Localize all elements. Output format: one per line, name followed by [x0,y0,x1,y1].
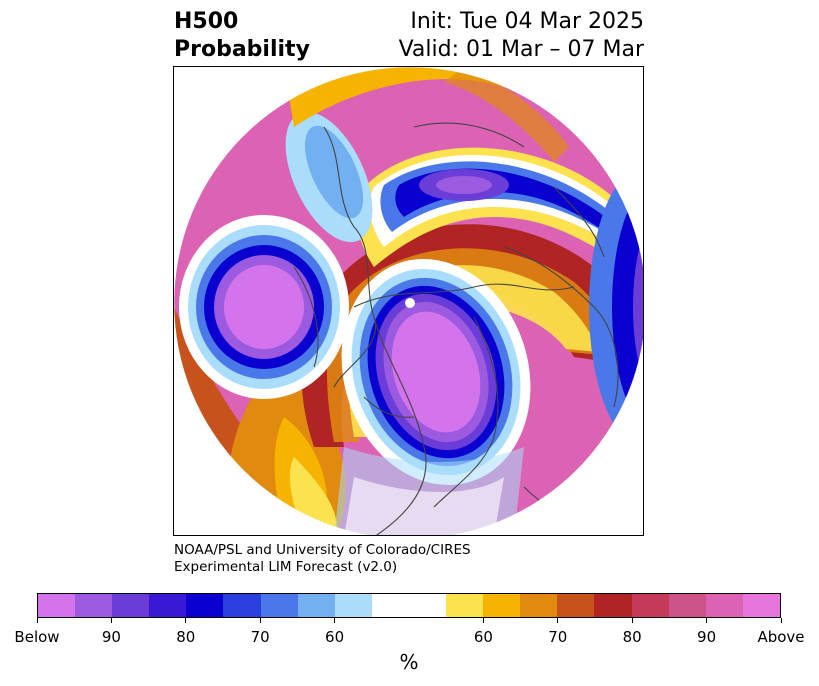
colorbar-swatch [446,594,484,617]
colorbar-tick-label: 70 [250,628,270,646]
colorbar-swatch [631,594,669,617]
colorbar-tick-mark [631,618,633,623]
colorbar-swatch [520,594,558,617]
colorbar-tick-label: 80 [176,628,196,646]
colorbar-unit: % [399,650,419,674]
credit-line-1: NOAA/PSL and University of Colorado/CIRE… [174,542,471,558]
credit: NOAA/PSL and University of Colorado/CIRE… [174,542,471,576]
colorbar-tick-mark [780,618,782,623]
colorbar-tick-label: 60 [473,628,493,646]
colorbar-tick-label: Below [14,628,60,646]
colorbar-tick-mark [185,618,187,623]
colorbar-swatch [297,594,335,617]
title-quantity: Probability [174,37,310,62]
colorbar-swatch [334,594,372,617]
colorbar-tick-mark [482,618,484,623]
colorbar-swatch [705,594,743,617]
valid-range: Valid: 01 Mar – 07 Mar [398,37,644,62]
init-date: Init: Tue 04 Mar 2025 [410,9,644,34]
colorbar-swatch [483,594,521,617]
probability-field [174,67,643,535]
colorbar [37,593,781,618]
colorbar-tick-label: 70 [548,628,568,646]
title-left: H500 Probability [174,8,310,64]
colorbar-tick-label: 90 [697,628,717,646]
colorbar-tick-mark [259,618,261,623]
title-variable: H500 [174,9,239,34]
colorbar-swatch [668,594,706,617]
polar-map [173,66,644,536]
colorbar-swatch [186,594,224,617]
colorbar-swatch [594,594,632,617]
colorbar-swatch [38,594,76,617]
colorbar-tick-mark [36,618,38,623]
colorbar-swatch [557,594,595,617]
colorbar-swatch [149,594,187,617]
colorbar-swatch [260,594,298,617]
colorbar-swatch [112,594,150,617]
colorbar-swatch [371,594,447,617]
colorbar-tick-label: 90 [101,628,121,646]
colorbar-swatch [742,594,780,617]
credit-line-2: Experimental LIM Forecast (v2.0) [174,559,398,575]
colorbar-tick-mark [110,618,112,623]
colorbar-swatch [75,594,113,617]
colorbar-tick-label: 60 [325,628,345,646]
colorbar-tick-mark [706,618,708,623]
colorbar-tick-label: Above [757,628,805,646]
colorbar-swatch [223,594,261,617]
colorbar-tick-mark [557,618,559,623]
coastlines [293,122,619,535]
colorbar-tick-label: 80 [622,628,642,646]
title-right: Init: Tue 04 Mar 2025 Valid: 01 Mar – 07… [399,8,644,64]
north-pole-marker [405,298,415,308]
colorbar-tick-mark [334,618,336,623]
